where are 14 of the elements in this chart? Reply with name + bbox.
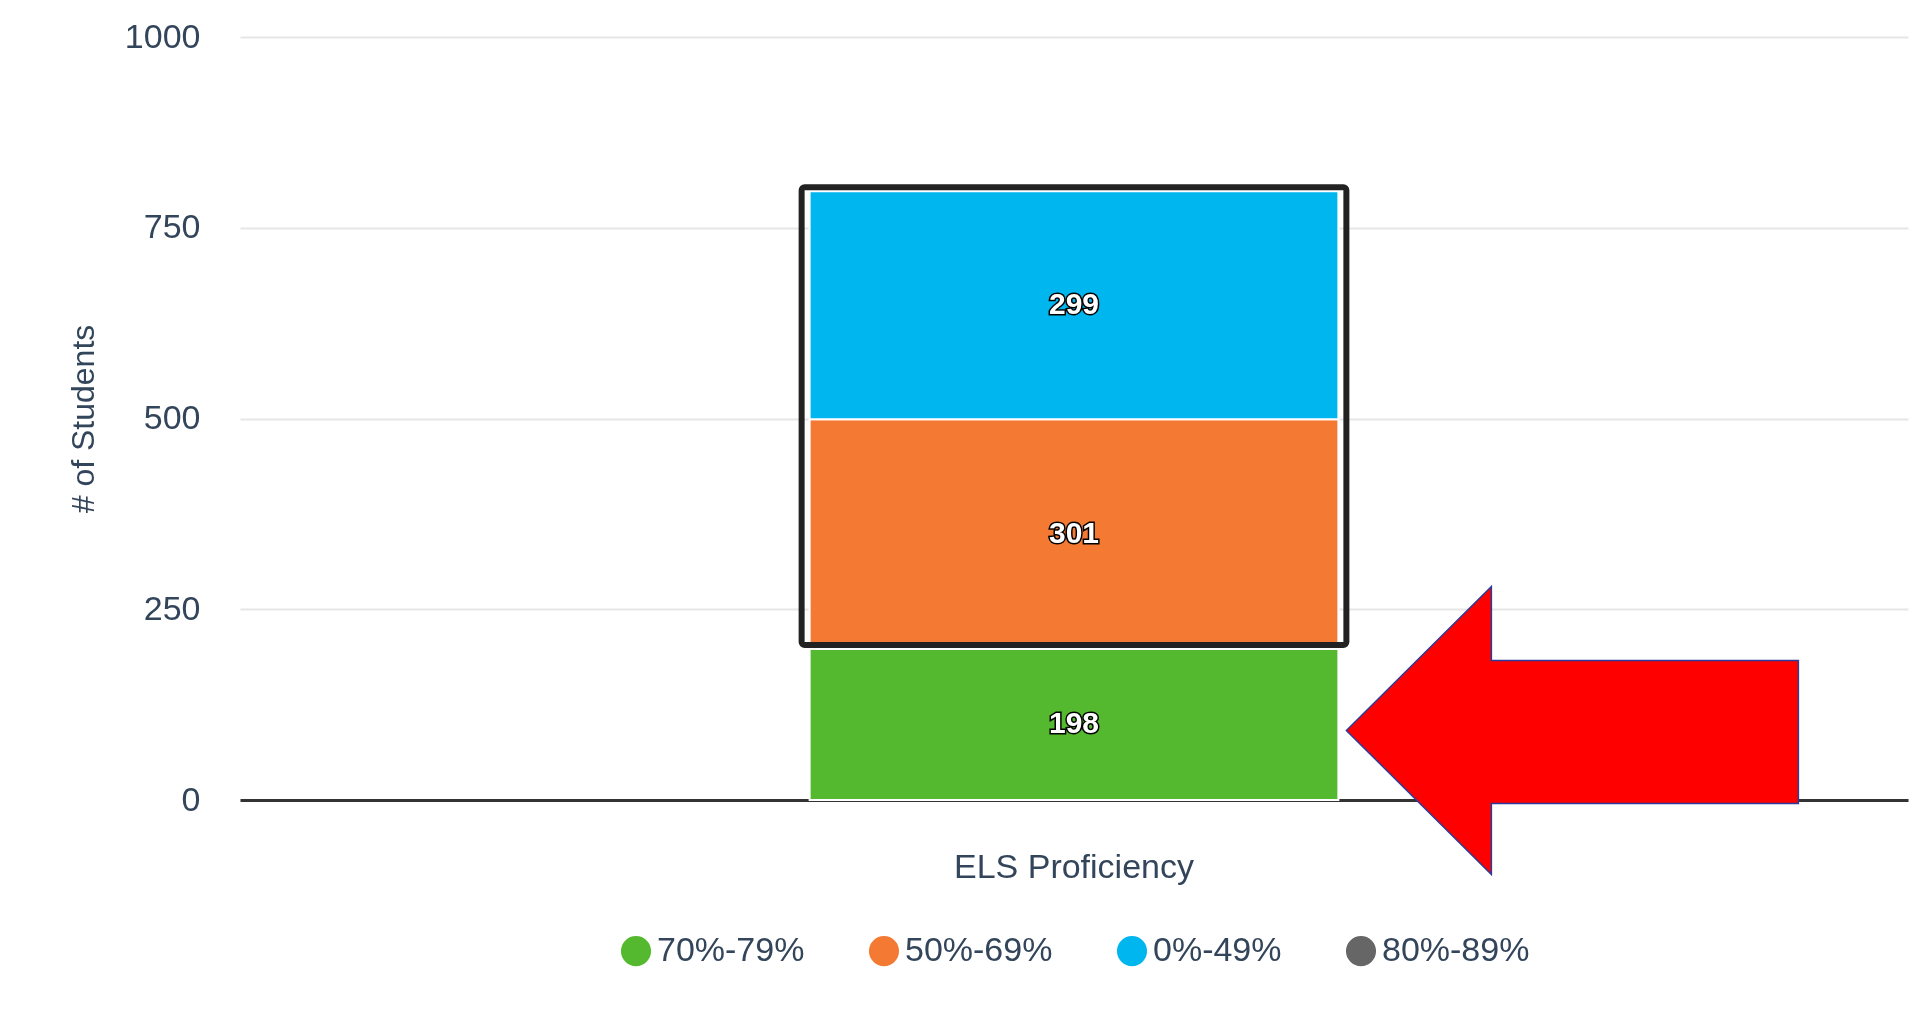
data-label: 301 bbox=[1048, 516, 1100, 550]
legend-label: 80%-89% bbox=[1382, 930, 1530, 969]
y-tick-label: 500 bbox=[143, 398, 201, 436]
y-tick-label: 750 bbox=[143, 207, 201, 246]
data-label: 198 bbox=[1048, 706, 1100, 740]
x-tick-label: ELS Proficiency bbox=[954, 846, 1194, 885]
legend-label: 0%-49% bbox=[1153, 930, 1282, 969]
data-label: 299 bbox=[1048, 287, 1100, 321]
y-tick-label: 0 bbox=[181, 779, 201, 818]
y-axis-title: # of Students bbox=[64, 324, 101, 514]
y-tick-label: 1000 bbox=[124, 16, 201, 55]
legend-label: 70%-79% bbox=[657, 930, 805, 969]
y-tick-label: 250 bbox=[143, 588, 201, 627]
legend-label: 50%-69% bbox=[905, 930, 1053, 969]
